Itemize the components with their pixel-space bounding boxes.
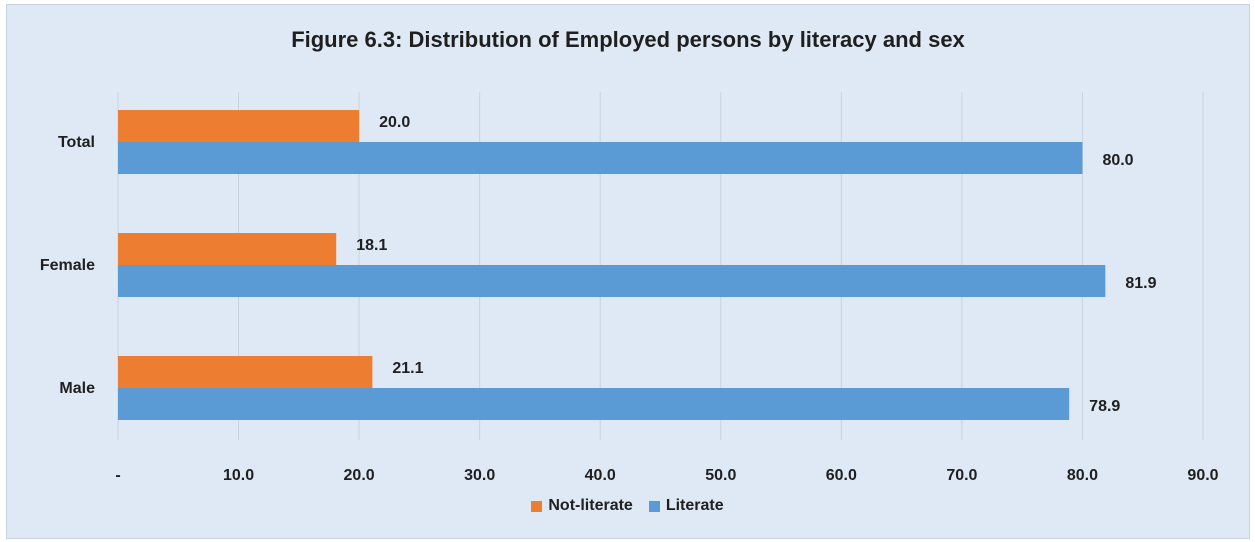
x-tick-label: 70.0 xyxy=(946,467,977,484)
bar xyxy=(118,356,373,388)
chart-title: Figure 6.3: Distribution of Employed per… xyxy=(291,27,965,52)
bar xyxy=(118,142,1083,174)
category-label: Total xyxy=(58,134,95,151)
bar xyxy=(118,265,1106,297)
category-label: Female xyxy=(40,257,95,274)
x-tick-label: 60.0 xyxy=(826,467,857,484)
x-tick-label: 10.0 xyxy=(223,467,254,484)
x-tick-label: 30.0 xyxy=(464,467,495,484)
legend: Not-literate Literate xyxy=(0,497,1255,515)
x-tick-label: 20.0 xyxy=(344,467,375,484)
legend-item-literate: Literate xyxy=(648,497,724,515)
category-label: Male xyxy=(59,380,95,397)
data-label: 18.1 xyxy=(356,237,387,254)
x-tick-label: 40.0 xyxy=(585,467,616,484)
legend-swatch-literate xyxy=(648,500,660,512)
data-label: 21.1 xyxy=(392,360,423,377)
data-label: 20.0 xyxy=(379,114,410,131)
bar xyxy=(118,233,337,265)
x-tick-label: 80.0 xyxy=(1067,467,1098,484)
bar xyxy=(118,110,360,142)
x-tick-label: 90.0 xyxy=(1187,467,1218,484)
data-label: 80.0 xyxy=(1102,152,1133,169)
legend-label-literate: Literate xyxy=(665,497,724,514)
bar xyxy=(118,388,1070,420)
legend-item-not-literate: Not-literate xyxy=(531,497,633,515)
legend-label-not-literate: Not-literate xyxy=(548,497,633,514)
x-tick-label: - xyxy=(115,467,120,484)
legend-swatch-not-literate xyxy=(531,500,543,512)
data-label: 78.9 xyxy=(1089,398,1120,415)
data-label: 81.9 xyxy=(1125,275,1156,292)
x-tick-label: 50.0 xyxy=(705,467,736,484)
